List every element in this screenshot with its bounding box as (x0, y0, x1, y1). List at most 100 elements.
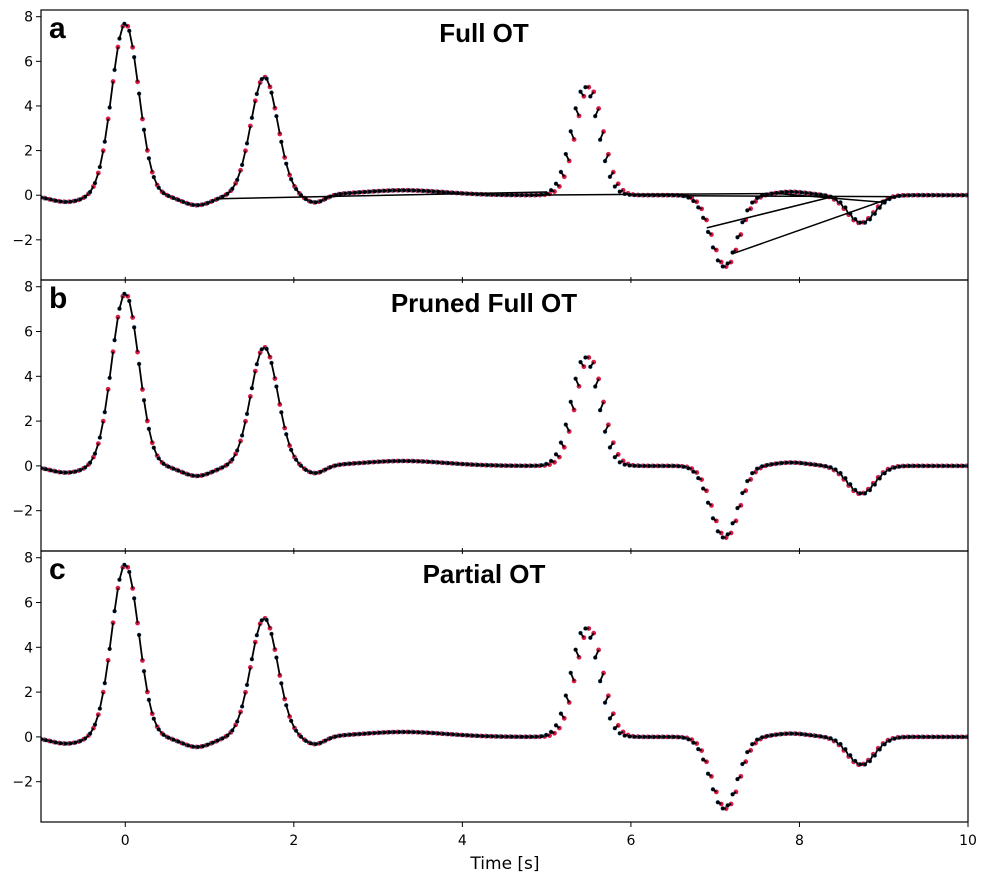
match-endpoint (789, 460, 794, 465)
match-endpoint (235, 178, 239, 182)
match-endpoint (264, 76, 269, 81)
match-endpoint (593, 384, 598, 389)
match-endpoint (436, 731, 441, 736)
match-endpoint (343, 733, 347, 737)
match-endpoint (828, 736, 833, 741)
match-endpoint (490, 463, 495, 468)
match-endpoint (784, 731, 789, 736)
match-endpoint (338, 192, 342, 196)
panel-letter: a (49, 12, 66, 45)
match-endpoint (426, 189, 431, 193)
match-endpoint (308, 470, 313, 475)
match-line (118, 566, 124, 580)
match-endpoint (402, 188, 406, 193)
match-endpoint (431, 460, 436, 464)
match-endpoint (686, 195, 691, 200)
match-endpoint (407, 188, 411, 193)
match-endpoint (951, 464, 956, 468)
match-endpoint (73, 469, 78, 474)
match-endpoint (725, 261, 730, 266)
plot-area (41, 291, 968, 540)
match-endpoint (58, 470, 63, 475)
match-endpoint (642, 735, 647, 739)
match-endpoint (784, 190, 789, 194)
match-endpoint (529, 463, 534, 468)
match-endpoint (299, 193, 303, 197)
match-endpoint (377, 730, 382, 735)
match-endpoint (568, 129, 573, 134)
match-line (241, 692, 247, 707)
match-endpoint (289, 448, 293, 452)
match-endpoint (868, 488, 872, 492)
match-endpoint (559, 170, 563, 174)
match-endpoint (505, 463, 509, 468)
match-endpoint (662, 464, 666, 468)
match-line (148, 699, 154, 715)
panel-frame (40, 279, 969, 552)
match-endpoint (49, 197, 53, 202)
match-line (138, 634, 144, 661)
match-endpoint (318, 470, 323, 474)
match-endpoint (564, 422, 568, 427)
match-endpoint (181, 470, 186, 475)
match-endpoint (53, 198, 58, 203)
match-endpoint (637, 464, 642, 468)
match-endpoint (514, 734, 519, 739)
match-endpoint (98, 435, 102, 440)
match-endpoint (907, 464, 911, 468)
match-endpoint (819, 463, 823, 468)
match-endpoint (392, 459, 396, 463)
match-endpoint (868, 759, 872, 763)
match-endpoint (122, 563, 127, 567)
match-endpoint (873, 211, 877, 216)
match-endpoint (220, 194, 225, 199)
match-endpoint (451, 732, 455, 737)
plot-area (41, 562, 968, 811)
match-endpoint (304, 197, 308, 201)
match-line (128, 300, 134, 318)
y-tick-label: 2 (24, 414, 33, 430)
match-endpoint (166, 464, 171, 469)
match-endpoint (794, 460, 799, 465)
match-endpoint (53, 469, 58, 474)
match-endpoint (941, 193, 946, 198)
match-endpoint (274, 384, 279, 389)
match-endpoint (93, 451, 97, 456)
match-endpoint (568, 399, 573, 404)
match-endpoint (559, 440, 563, 445)
match-endpoint (225, 733, 230, 738)
match-endpoint (505, 193, 509, 197)
match-endpoint (83, 465, 87, 470)
match-endpoint (622, 462, 627, 467)
match-endpoint (853, 488, 857, 492)
match-endpoint (843, 205, 848, 210)
match-endpoint (220, 465, 225, 470)
match-endpoint (411, 188, 416, 193)
match-endpoint (284, 161, 289, 166)
match-endpoint (304, 738, 308, 743)
match-endpoint (735, 777, 740, 781)
match-endpoint (230, 728, 235, 733)
match-endpoint (176, 198, 181, 202)
match-endpoint (779, 461, 784, 465)
match-endpoint (142, 669, 146, 673)
match-endpoint (397, 730, 401, 734)
match-endpoint (191, 744, 195, 749)
match-endpoint (83, 194, 87, 199)
match-endpoint (505, 734, 509, 739)
match-endpoint (235, 448, 239, 453)
match-endpoint (166, 194, 171, 198)
panel-c: −2 0 2 4 6 8 c Partial OT (12, 548, 969, 827)
match-endpoint (608, 445, 612, 450)
match-endpoint (564, 693, 568, 698)
match-endpoint (210, 740, 215, 745)
match-endpoint (696, 747, 701, 751)
match-endpoint (794, 190, 799, 194)
match-line (108, 81, 114, 108)
match-endpoint (617, 731, 622, 736)
match-endpoint (598, 679, 602, 683)
match-endpoint (264, 618, 269, 622)
match-endpoint (441, 731, 445, 736)
match-endpoint (98, 706, 102, 711)
match-endpoint (171, 737, 176, 742)
